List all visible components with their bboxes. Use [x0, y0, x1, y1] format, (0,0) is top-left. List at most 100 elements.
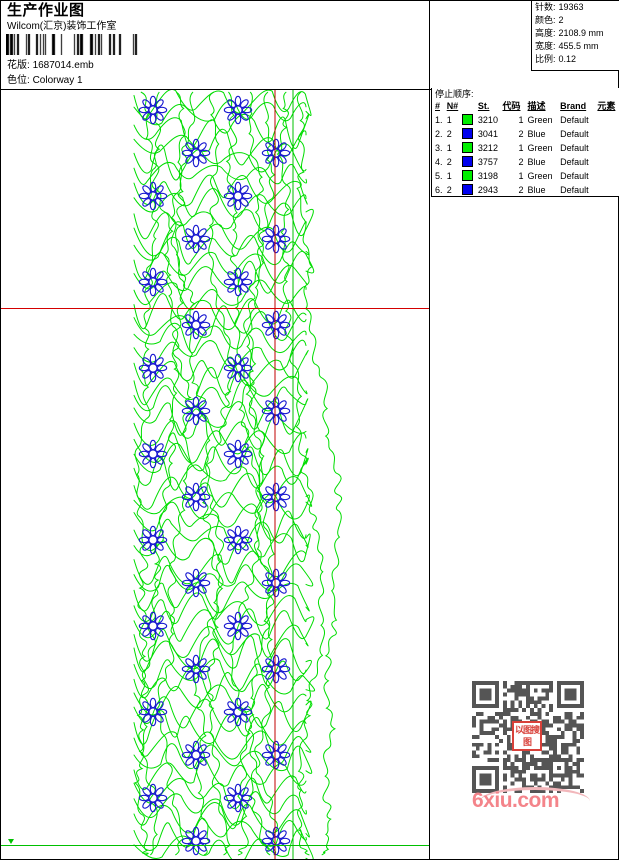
height-label: 高度:: [535, 28, 556, 38]
cell-brand: Default: [560, 185, 589, 195]
flower-petal: [234, 457, 242, 469]
flower-petal: [138, 278, 150, 286]
scale-label: 比例:: [535, 54, 556, 64]
cell-code: 1: [518, 143, 524, 153]
color-swatch: [461, 114, 473, 125]
table-row[interactable]: 6. 2 2943 2 Blue Default: [432, 183, 619, 196]
flower-petal: [261, 837, 273, 845]
flower-petal: [234, 697, 242, 709]
stipple-path: [133, 635, 307, 675]
cell-code: 1: [518, 115, 524, 125]
stipple-path: [133, 817, 307, 851]
table-row[interactable]: 4. 2 3757 2 Blue Default: [432, 155, 619, 169]
col-header-code: 代码: [502, 101, 521, 111]
design-info-panel: 针数: 19363 颜色: 2 高度: 2108.9 mm 宽度: 455.5 mm 比…: [531, 1, 619, 71]
cell-brand: Default: [560, 129, 589, 139]
flower-motif: [223, 525, 253, 555]
sequence-title: 停止顺序:: [435, 89, 474, 99]
flower-petal: [279, 837, 291, 845]
flower-center: [191, 664, 201, 674]
stipple-path: [133, 221, 307, 257]
stipple-path: [276, 91, 326, 856]
col-header-description: 描述: [527, 101, 546, 111]
stipple-path: [133, 235, 310, 266]
flower-petal: [272, 672, 280, 684]
flower-motif: [223, 181, 253, 211]
flower-center: [148, 707, 158, 717]
flower-motif: [138, 95, 168, 125]
flower-motif: [261, 654, 291, 684]
flower-center: [233, 363, 243, 373]
info-row-height: 高度: 2108.9 mm: [532, 27, 619, 40]
flower-petal: [272, 482, 280, 494]
col-header-brand: Brand: [560, 101, 587, 111]
flower-petal: [138, 106, 150, 114]
flower-motif: [261, 482, 291, 512]
cell-st: 2943: [477, 185, 498, 195]
stipple-path: [133, 791, 307, 826]
width-label: 宽度:: [535, 41, 556, 51]
flower-motif: [138, 525, 168, 555]
width-value: 455.5 mm: [558, 41, 599, 51]
flower-motif: [261, 396, 291, 426]
flower-motif: [223, 783, 253, 813]
cell-element: [597, 113, 619, 127]
flower-motif: [138, 697, 168, 727]
flower-center: [271, 664, 281, 674]
cell-idx: 3.: [435, 143, 443, 153]
stipple-path: [133, 696, 312, 733]
stipple-path: [133, 658, 312, 692]
table-row[interactable]: 1. 1 3210 1 Green Default: [432, 113, 619, 127]
cell-no: 1: [446, 143, 452, 153]
colorway-label: 色位:: [7, 75, 30, 86]
flower-motif: [261, 740, 291, 770]
cell-no: 2: [446, 129, 452, 139]
stipple-path: [133, 743, 313, 774]
color-swatch-cell: [461, 169, 478, 183]
flower-center: [271, 406, 281, 416]
table-header-row: # N# St. 代码 描述 Brand 元素: [432, 100, 619, 113]
stipple-path: [133, 624, 309, 662]
flower-petal: [234, 181, 242, 193]
cell-code: 2: [518, 129, 524, 139]
flower-center: [233, 449, 243, 459]
color-swatch: [461, 184, 473, 195]
flower-petal: [138, 192, 150, 200]
stipple-path: [133, 501, 307, 541]
flower-petal: [149, 113, 157, 125]
stipple-path: [133, 801, 310, 838]
design-canvas[interactable]: [1, 90, 430, 859]
stipple-path: [133, 322, 307, 354]
flower-petal: [192, 224, 200, 236]
flower-motif: [223, 439, 253, 469]
flower-petal: [241, 622, 253, 630]
cell-no: 2: [446, 185, 452, 195]
flower-petal: [261, 751, 273, 759]
flower-petal: [223, 622, 235, 630]
flower-motif: [223, 611, 253, 641]
flower-center: [271, 320, 281, 330]
table-row[interactable]: 3. 1 3212 1 Green Default: [432, 141, 619, 155]
flower-petal: [199, 321, 211, 329]
flower-motif: [181, 568, 211, 598]
flower-petal: [272, 586, 280, 598]
flower-petal: [234, 439, 242, 451]
stipple-path: [134, 91, 186, 856]
table-row[interactable]: 5. 1 3198 1 Green Default: [432, 169, 619, 183]
stipple-path: [170, 91, 231, 856]
stipple-path: [133, 442, 309, 477]
flower-petal: [272, 654, 280, 666]
color-swatch: [461, 128, 473, 139]
flower-center: [191, 578, 201, 588]
height-value: 2108.9 mm: [558, 28, 604, 38]
flower-center: [271, 234, 281, 244]
flower-motif: [223, 697, 253, 727]
stipple-path: [133, 592, 307, 626]
flower-motif: [138, 181, 168, 211]
table-row[interactable]: 2. 2 3041 2 Blue Default: [432, 127, 619, 141]
color-swatch: [461, 142, 473, 153]
flower-motif: [261, 224, 291, 254]
flower-petal: [272, 568, 280, 580]
cell-element: [597, 141, 619, 155]
stipple-path: [229, 91, 265, 856]
